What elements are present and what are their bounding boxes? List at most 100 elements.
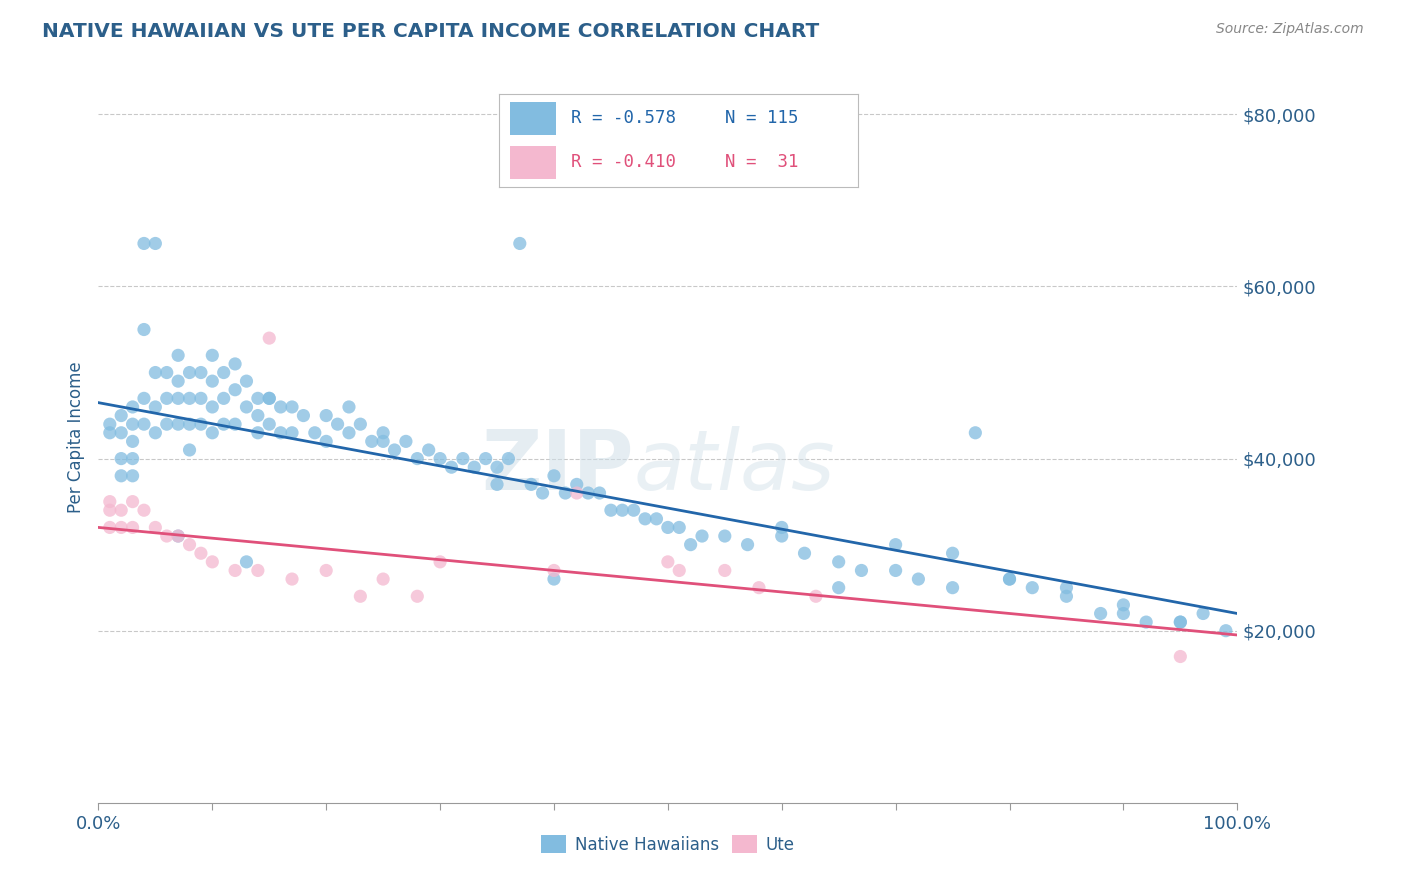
Point (1090, 607, 1112, 621)
Point (429, 451, 451, 466)
Point (884, 538, 907, 552)
Point (201, 400, 224, 414)
Point (1215, 624, 1237, 638)
Point (315, 409, 337, 423)
Point (998, 572, 1021, 586)
Point (235, 400, 257, 414)
Point (828, 555, 851, 569)
Point (1192, 607, 1215, 621)
Point (315, 434, 337, 449)
Point (360, 434, 382, 449)
Point (623, 503, 645, 517)
Point (110, 409, 132, 423)
Point (156, 529, 179, 543)
Point (121, 468, 143, 483)
Point (668, 520, 690, 534)
Point (486, 460, 509, 475)
Point (246, 409, 269, 423)
Point (543, 572, 565, 586)
Point (770, 529, 793, 543)
Point (145, 520, 167, 534)
Point (190, 366, 212, 380)
Point (463, 460, 485, 475)
Point (942, 546, 965, 560)
Point (98, 520, 121, 534)
Point (167, 392, 190, 406)
Point (440, 460, 463, 475)
Point (714, 564, 737, 578)
Point (259, 331, 281, 345)
Point (486, 477, 509, 491)
Point (110, 451, 132, 466)
Point (418, 442, 440, 457)
Bar (510, 146, 557, 179)
Point (190, 392, 212, 406)
Point (645, 512, 668, 526)
Text: ZIP: ZIP (481, 425, 634, 507)
Point (520, 477, 543, 491)
Point (1112, 607, 1135, 621)
Point (543, 564, 565, 578)
Point (246, 392, 269, 406)
Text: atlas: atlas (634, 425, 835, 507)
Point (145, 236, 167, 251)
Point (212, 392, 235, 406)
Point (634, 512, 657, 526)
Point (132, 417, 155, 432)
Point (509, 236, 531, 251)
Point (498, 451, 520, 466)
Point (179, 392, 201, 406)
Point (1054, 589, 1078, 603)
Point (965, 425, 987, 440)
Point (942, 581, 965, 595)
Point (349, 589, 371, 603)
Point (121, 494, 143, 508)
Point (451, 451, 474, 466)
Point (224, 417, 246, 432)
Point (179, 417, 201, 432)
Point (474, 451, 496, 466)
Point (121, 520, 143, 534)
Point (406, 451, 429, 466)
Point (132, 322, 155, 336)
Point (179, 538, 201, 552)
Point (1021, 581, 1043, 595)
Point (371, 572, 394, 586)
Point (156, 392, 179, 406)
Point (395, 434, 418, 449)
Point (98, 417, 121, 432)
Point (259, 392, 281, 406)
Point (907, 572, 929, 586)
Point (281, 425, 304, 440)
Point (270, 425, 292, 440)
Point (1135, 615, 1157, 629)
Point (167, 417, 190, 432)
Point (121, 434, 143, 449)
Bar (510, 102, 557, 135)
Point (281, 400, 304, 414)
Point (167, 348, 190, 362)
Point (1170, 615, 1192, 629)
Text: Source: ZipAtlas.com: Source: ZipAtlas.com (1216, 22, 1364, 37)
Point (167, 529, 190, 543)
Point (828, 581, 851, 595)
Point (371, 425, 394, 440)
Point (406, 589, 429, 603)
Point (554, 486, 576, 500)
Point (679, 538, 702, 552)
Point (576, 486, 599, 500)
Point (235, 374, 257, 388)
Point (132, 503, 155, 517)
Point (371, 434, 394, 449)
Point (201, 374, 224, 388)
Point (326, 417, 349, 432)
Point (259, 392, 281, 406)
Point (212, 366, 235, 380)
Point (224, 383, 246, 397)
Point (167, 374, 190, 388)
Point (737, 538, 759, 552)
Point (201, 348, 224, 362)
Point (132, 236, 155, 251)
Point (121, 400, 143, 414)
Text: N = 115: N = 115 (725, 109, 799, 127)
